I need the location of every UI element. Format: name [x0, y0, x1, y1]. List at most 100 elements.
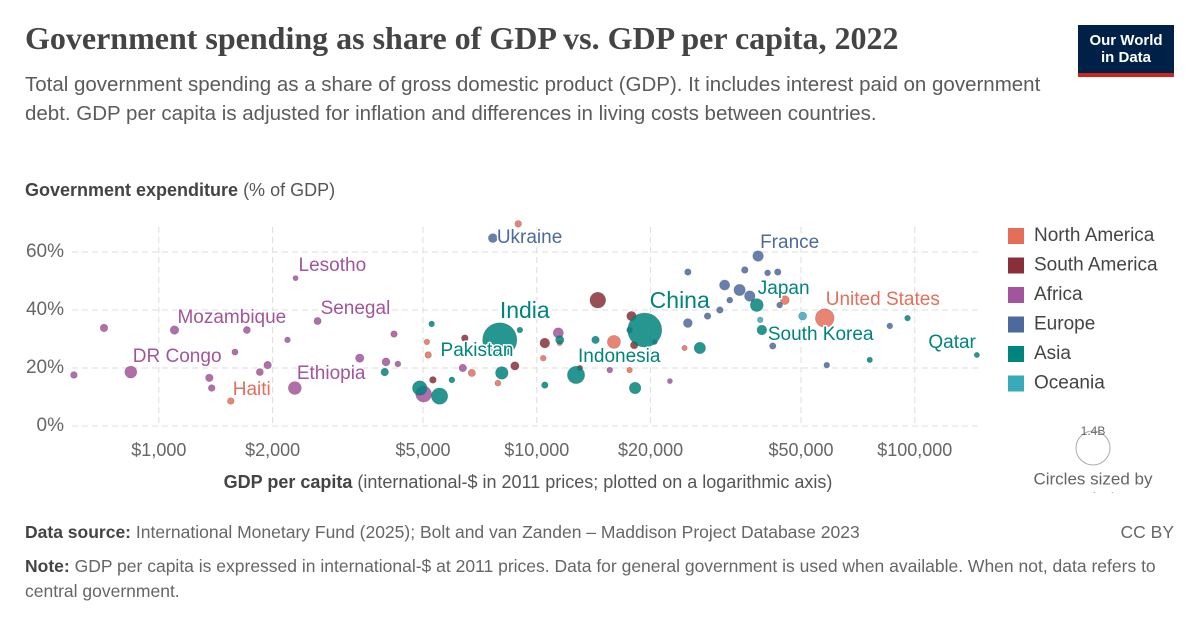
bubble	[488, 233, 498, 243]
bubble	[124, 365, 138, 379]
bubble	[423, 338, 431, 346]
legend-label: South America	[1034, 255, 1158, 276]
bubble	[757, 316, 764, 324]
bubble	[431, 387, 449, 405]
bubble	[288, 381, 302, 395]
bubble	[904, 314, 911, 322]
x-tick-label: $2,000	[245, 440, 300, 460]
chart-title: Government spending as share of GDP vs. …	[25, 20, 899, 56]
x-tick-label: $5,000	[395, 440, 450, 460]
logo[interactable]: Our World in Data	[1078, 25, 1174, 77]
bubble	[606, 366, 613, 374]
source: Data source: International Monetary Fund…	[25, 522, 860, 543]
bubble	[231, 348, 239, 356]
bubble	[815, 308, 835, 328]
bubble	[380, 367, 389, 377]
size-legend-title-line: Circles sized by	[1033, 469, 1153, 488]
bubble	[412, 380, 428, 396]
bubble	[667, 378, 673, 384]
bubble	[774, 268, 782, 276]
point-label: Ethiopia	[297, 363, 366, 384]
bubble	[973, 351, 980, 358]
chart-subtitle: Total government spending as a share of …	[25, 73, 1041, 125]
legend-swatch	[1008, 287, 1024, 303]
bubble	[461, 334, 469, 342]
license[interactable]: CC BY	[1120, 522, 1174, 542]
x-tick-label: $1,000	[131, 440, 186, 460]
bubble	[866, 356, 873, 363]
point-label: Lesotho	[299, 255, 367, 276]
point-label: Indonesia	[578, 346, 661, 367]
bubble	[390, 330, 398, 338]
bubble	[169, 325, 180, 335]
point-label: India	[500, 297, 550, 323]
bubble	[764, 269, 771, 277]
bubble	[684, 268, 692, 276]
x-axis-title: GDP per capita (international-$ in 2011 …	[0, 472, 1056, 493]
y-axis-title-unit: (% of GDP)	[243, 180, 336, 200]
bubble	[752, 250, 764, 262]
bubble	[716, 306, 724, 314]
point-label: Senegal	[321, 298, 391, 319]
x-tick-label: $100,000	[877, 440, 952, 460]
size-legend-title-line: Population	[1053, 489, 1133, 508]
x-tick-label: $20,000	[618, 440, 683, 460]
bubble	[683, 318, 693, 328]
point-label: United States	[826, 289, 940, 310]
legend-swatch	[1008, 316, 1024, 333]
y-tick-label: 20%	[26, 357, 64, 378]
bubble	[540, 354, 547, 362]
bubble	[494, 379, 502, 387]
y-axis-title: Government expenditure (% of GDP)	[25, 180, 335, 201]
bubble	[482, 322, 518, 358]
y-axis-title-main: Government expenditure	[25, 180, 239, 200]
bubble	[205, 373, 214, 382]
bubble	[428, 320, 435, 328]
legend-label: Europe	[1034, 314, 1095, 335]
bubble	[284, 336, 291, 344]
bubble	[719, 279, 731, 291]
bubble	[458, 363, 467, 373]
logo-line: in Data	[1100, 49, 1151, 66]
legend-label: Asia	[1034, 343, 1071, 364]
bubble	[607, 335, 621, 349]
bubble	[776, 301, 783, 309]
bubble	[555, 335, 565, 345]
x-tick-label: $10,000	[504, 440, 569, 460]
point-label: Japan	[758, 278, 810, 299]
bubble	[744, 290, 756, 302]
point-label: Haiti	[233, 379, 271, 400]
bubble	[70, 371, 78, 379]
bubble	[886, 322, 894, 330]
bubble	[263, 361, 272, 370]
legend-swatch	[1008, 375, 1024, 392]
bubble	[750, 298, 764, 312]
bubble	[733, 284, 746, 296]
bubble	[626, 366, 633, 374]
legend-label: Africa	[1034, 284, 1083, 305]
bubble	[846, 294, 853, 302]
y-tick-label: 60%	[26, 241, 64, 262]
point-label: Mozambique	[177, 307, 286, 328]
bubble	[780, 295, 790, 305]
point-label: DR Congo	[133, 346, 222, 367]
bubble	[227, 397, 235, 405]
legend-swatch	[1008, 257, 1024, 274]
bubble	[539, 337, 550, 349]
bubble	[769, 342, 777, 350]
bubble	[208, 384, 216, 392]
size-legend-circle	[1075, 430, 1111, 466]
bubble	[255, 368, 264, 376]
bubble	[355, 353, 365, 363]
bubble	[516, 326, 524, 334]
point-label: China	[650, 287, 710, 313]
bubble	[703, 312, 712, 320]
bubble	[394, 360, 402, 368]
bubble	[589, 291, 606, 309]
bubble	[726, 296, 734, 304]
bubble	[243, 326, 251, 334]
legend-label: Oceania	[1034, 373, 1105, 394]
bubble	[510, 361, 520, 371]
